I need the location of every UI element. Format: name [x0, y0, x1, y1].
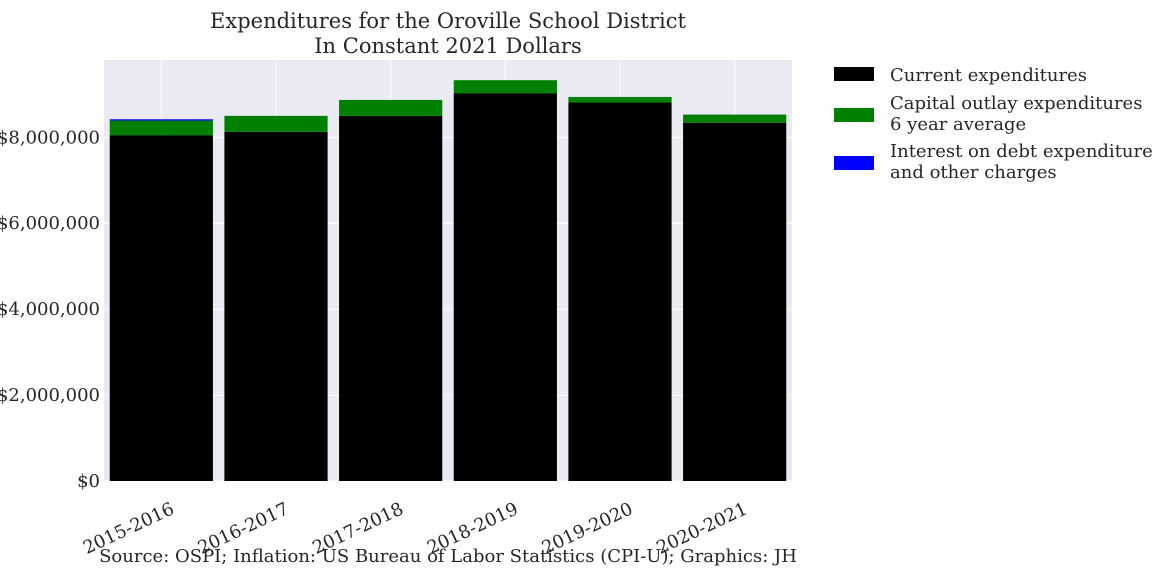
bar-segment-1-2: [339, 99, 443, 116]
plot-area: [104, 60, 792, 482]
bar-segment-0-0: [109, 135, 213, 481]
legend-swatch: [834, 67, 874, 81]
bar-segment-0-3: [453, 93, 557, 481]
bar-segment-1-4: [568, 96, 672, 103]
bars: [109, 80, 787, 482]
y-tick-label: $4,000,000: [0, 299, 100, 320]
bar-segment-1-3: [453, 80, 557, 94]
bar-segment-0-1: [224, 131, 328, 482]
y-tick-label: $0: [77, 471, 100, 492]
bar-segment-1-0: [109, 120, 213, 136]
bar-segment-1-5: [683, 114, 787, 123]
y-tick-label: $6,000,000: [0, 213, 100, 234]
bar-segment-1-1: [224, 115, 328, 132]
legend-swatch: [834, 108, 874, 122]
legend-swatch: [834, 156, 874, 170]
bar-segment-0-5: [683, 122, 787, 482]
chart-title: Expenditures for the Oroville School Dis…: [210, 9, 686, 33]
y-tick-label: $2,000,000: [0, 385, 100, 406]
y-tick-label: $8,000,000: [0, 127, 100, 148]
legend-label: Capital outlay expenditures: [890, 93, 1142, 114]
legend-entry: Current expenditures: [834, 65, 1087, 86]
legend-label: Current expenditures: [890, 65, 1087, 86]
legend-label: Interest on debt expenditures: [890, 141, 1152, 162]
bar-segment-2-0: [109, 119, 213, 121]
bar-segment-0-4: [568, 102, 672, 481]
legend-label: and other charges: [890, 162, 1057, 183]
legend-label: 6 year average: [890, 114, 1026, 135]
plot-background: [104, 60, 792, 481]
source-note: Source: OSPI; Inflation: US Bureau of La…: [99, 546, 797, 567]
chart-subtitle: In Constant 2021 Dollars: [314, 34, 581, 58]
bar-segment-0-2: [339, 115, 443, 482]
